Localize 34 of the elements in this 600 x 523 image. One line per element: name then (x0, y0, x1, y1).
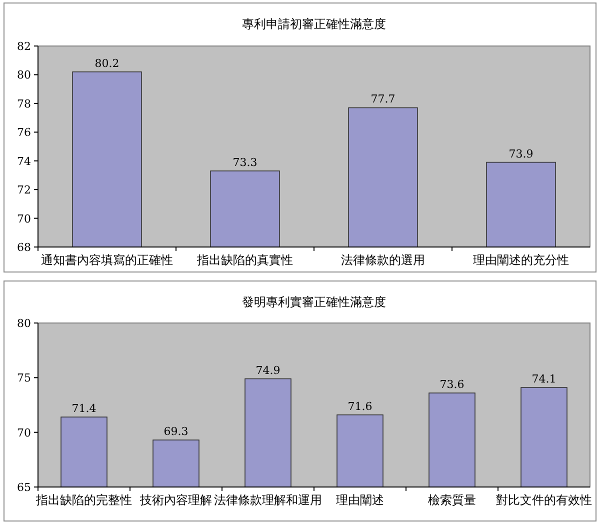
y-tick-label: 74 (17, 154, 31, 168)
y-tick-label: 68 (17, 241, 31, 254)
x-tick-label: 檢索質量 (428, 493, 476, 507)
data-label: 80.2 (94, 56, 120, 70)
x-tick-label: 理由闡述 (336, 493, 384, 507)
x-tick-label: 指出缺陷的完整性 (35, 493, 132, 507)
y-tick-label: 75 (17, 372, 31, 385)
y-tick-label: 65 (17, 481, 31, 494)
x-tick-label: 指出缺陷的真實性 (196, 253, 293, 267)
data-label: 73.3 (232, 156, 258, 169)
data-label: 73.9 (508, 147, 534, 160)
x-tick-label: 理由闡述的充分性 (473, 253, 569, 267)
data-label: 74.1 (532, 372, 556, 386)
y-tick-label: 80 (17, 68, 31, 82)
data-label: 71.6 (348, 400, 372, 413)
y-tick-label: 78 (17, 97, 31, 110)
y-tick-label: 82 (17, 40, 31, 53)
x-tick-label: 通知書內容填寫的正確性 (41, 253, 173, 267)
y-tick-label: 80 (17, 317, 31, 330)
y-tick-label: 76 (17, 126, 31, 140)
chart-title: 發明專利實審正確性滿意度 (242, 295, 386, 309)
y-tick-label: 70 (17, 212, 31, 226)
x-tick-label: 對比文件的有效性 (496, 493, 592, 507)
chart-title: 專利申請初審正確性滿意度 (242, 17, 386, 31)
x-tick-label: 技術內容理解 (139, 493, 212, 507)
data-label: 69.3 (164, 424, 188, 438)
data-label: 77.7 (370, 92, 396, 106)
x-tick-label: 法律條款的選用 (341, 253, 425, 267)
data-label: 71.4 (72, 402, 96, 416)
y-tick-label: 70 (17, 426, 31, 440)
data-label: 74.9 (256, 364, 280, 377)
data-label: 73.6 (440, 378, 464, 391)
y-tick-label: 72 (17, 184, 31, 197)
x-tick-label: 法律條款理解和運用 (214, 493, 322, 507)
